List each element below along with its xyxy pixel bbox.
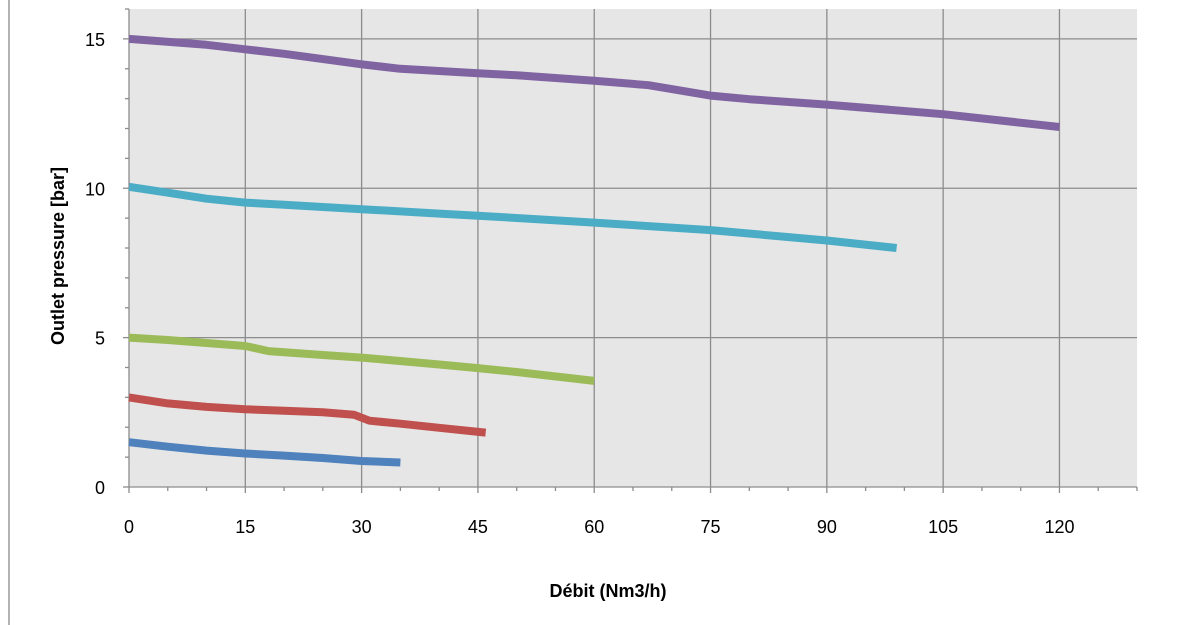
y-tick-label: 10 [85,179,105,199]
x-tick-label: 90 [817,517,837,537]
x-tick-label: 75 [701,517,721,537]
x-tick-label: 45 [468,517,488,537]
x-tick-label: 120 [1044,517,1074,537]
series-group [128,34,1060,467]
x-axis-title: Débit (Nm3/h) [550,581,667,601]
x-tick-label: 15 [235,517,255,537]
series-line-1 [128,438,401,467]
axes [123,8,1138,493]
tick-labels: 0 15 30 45 60 75 90 105 120 0 5 10 15 [85,30,1075,537]
y-tick-label: 5 [95,329,105,349]
series-line-2 [128,393,487,437]
y-tick-label: 15 [85,30,105,50]
x-tick-label: 30 [352,517,372,537]
x-tick-label: 60 [584,517,604,537]
y-axis-title: Outlet pressure [bar] [48,167,68,345]
x-tick-label: 0 [124,517,134,537]
series-line-3 [128,333,595,385]
y-tick-label: 0 [95,478,105,498]
x-tick-label: 105 [928,517,958,537]
series-line-4 [128,182,898,252]
series-line-5 [128,34,1060,131]
grid [129,9,1137,487]
